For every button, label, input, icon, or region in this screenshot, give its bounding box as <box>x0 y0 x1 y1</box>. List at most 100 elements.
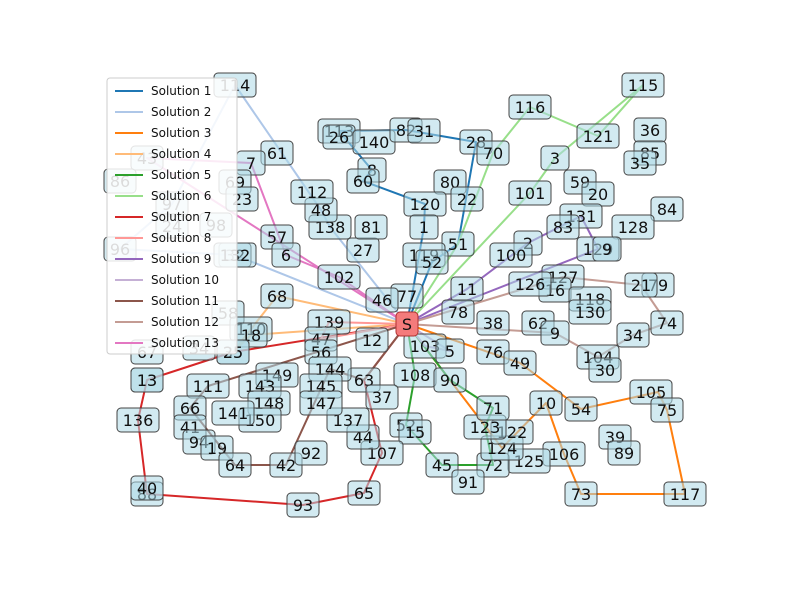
node-3: 140 <box>352 129 396 155</box>
node-72: 12 <box>355 327 389 353</box>
node-label-45: 138 <box>315 218 346 237</box>
node-label-13: 35 <box>630 154 650 173</box>
legend-label-13: Solution 13 <box>151 336 219 350</box>
node-box-28 <box>611 214 655 240</box>
node-label-43: 46 <box>372 291 392 310</box>
node-box-84 <box>616 322 650 348</box>
node-label-48: 112 <box>297 183 328 202</box>
node-box-64 <box>260 283 294 309</box>
node-30: 83 <box>546 214 580 240</box>
node-label-49: 61 <box>267 144 287 163</box>
node-94: 106 <box>542 441 586 467</box>
node-box-106 <box>564 396 598 422</box>
node-75: 38 <box>476 310 510 336</box>
node-100: 71 <box>476 395 510 421</box>
node-106: 54 <box>564 396 598 422</box>
node-26: 20 <box>581 181 615 207</box>
node-127: 64 <box>218 452 252 478</box>
node-76: 76 <box>476 339 510 365</box>
node-box-102 <box>398 419 432 445</box>
node-18: 22 <box>450 186 484 212</box>
node-24: 3 <box>540 145 570 171</box>
node-label-5: 31 <box>414 122 434 141</box>
node-box-13 <box>623 150 657 176</box>
node-43: 46 <box>365 287 399 313</box>
node-label-106: 54 <box>571 400 591 419</box>
node-label-47: 48 <box>311 201 331 220</box>
node-box-27 <box>508 180 552 206</box>
node-23: 52 <box>415 249 449 275</box>
route-solution-7 <box>137 323 408 506</box>
node-box-14 <box>650 196 684 222</box>
node-label-108: 44 <box>353 428 373 447</box>
node-label-102: 15 <box>405 423 425 442</box>
node-label-93: 73 <box>571 485 591 504</box>
node-label-74: 9 <box>550 324 560 343</box>
node-84: 34 <box>616 322 650 348</box>
node-label-120: 141 <box>218 404 249 423</box>
node-42: 77 <box>390 283 424 309</box>
legend-label-6: Solution 6 <box>151 189 211 203</box>
node-60: 6 <box>271 242 301 268</box>
node-label-30: 83 <box>553 218 573 237</box>
node-label-84: 34 <box>623 326 643 345</box>
node-box-8 <box>508 94 552 120</box>
node-label-40: 11 <box>457 280 477 299</box>
node-box-10 <box>621 72 665 98</box>
node-label-79: 5 <box>445 342 455 361</box>
node-105: 10 <box>529 390 563 416</box>
node-box-39 <box>568 299 612 325</box>
node-box-61 <box>317 264 361 290</box>
node-box-130 <box>286 492 320 518</box>
node-box-127 <box>218 452 252 478</box>
node-61: 102 <box>317 264 361 290</box>
node-93: 73 <box>564 481 598 507</box>
node-49: 61 <box>260 140 294 166</box>
node-64: 68 <box>260 283 294 309</box>
node-81: 90 <box>433 367 467 393</box>
node-label-59: 57 <box>267 228 287 247</box>
node-box-48 <box>290 179 334 205</box>
node-87: 21 <box>624 272 658 298</box>
legend-label-11: Solution 11 <box>151 294 219 308</box>
legend-box <box>106 77 238 355</box>
legend-label-4: Solution 4 <box>151 147 211 161</box>
node-box-24 <box>540 145 570 171</box>
node-19: 120 <box>403 191 447 217</box>
node-label-14: 84 <box>657 200 677 219</box>
node-16: 60 <box>346 168 380 194</box>
node-box-120 <box>211 400 255 426</box>
node-label-61: 102 <box>324 268 355 287</box>
node-21: 51 <box>441 231 475 257</box>
node-111: 65 <box>347 480 381 506</box>
node-40: 11 <box>450 276 484 302</box>
node-label-39: 130 <box>575 303 606 322</box>
legend: Solution 1 Solution 2 Solution 3 Solution 4… <box>106 77 238 355</box>
node-label-111: 65 <box>354 484 374 503</box>
node-label-103: 45 <box>432 456 452 475</box>
node-label-28: 128 <box>618 218 649 237</box>
legend-label-12: Solution 12 <box>151 315 219 329</box>
node-44: 27 <box>346 237 380 263</box>
node-label-133: 136 <box>123 411 154 430</box>
node-39: 130 <box>568 299 612 325</box>
node-label-94: 106 <box>549 445 580 464</box>
node-128: 42 <box>269 452 303 478</box>
node-label-7: 70 <box>483 144 503 163</box>
node-box-122 <box>186 373 230 399</box>
node-box-132 <box>130 475 164 501</box>
legend-label-1: Solution 1 <box>151 84 211 98</box>
node-label-123: 66 <box>180 399 200 418</box>
node-box-23 <box>415 249 449 275</box>
node-box-60 <box>271 242 301 268</box>
node-130: 93 <box>286 492 320 518</box>
node-label-23: 52 <box>422 253 442 272</box>
depot-label: S <box>402 315 412 334</box>
node-label-96: 72 <box>483 456 503 475</box>
node-box-75 <box>476 310 510 336</box>
node-7: 70 <box>476 140 510 166</box>
node-box-77 <box>503 350 537 376</box>
node-box-111 <box>347 480 381 506</box>
